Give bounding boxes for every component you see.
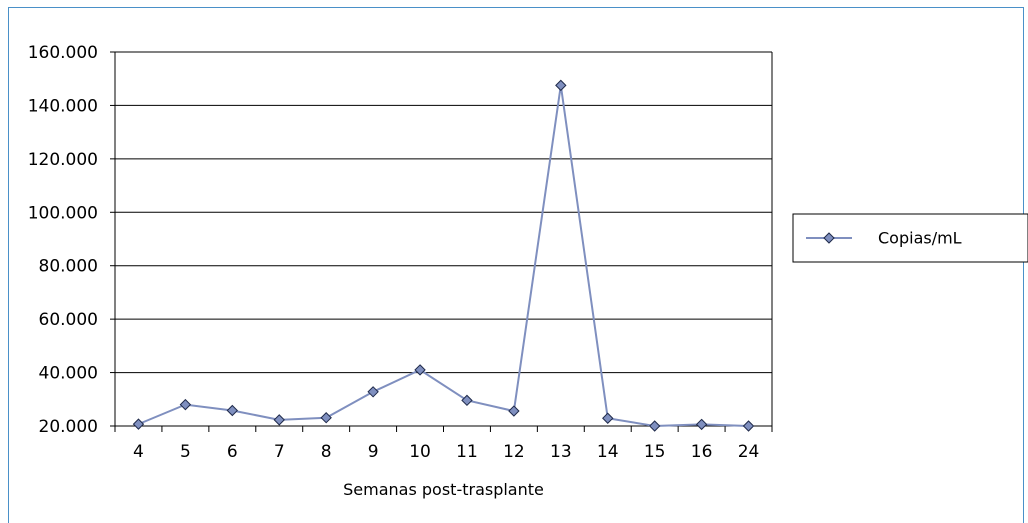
data-point <box>695 418 708 431</box>
y-tick-label: 40.000 <box>39 364 98 384</box>
x-tick-label: 16 <box>691 442 713 462</box>
y-tick-labels: 20.000 40.000 60.000 80.000 100.000 120.000 14… <box>28 43 98 437</box>
data-point <box>414 364 426 376</box>
x-tick-labels: 4 5 6 7 8 9 10 11 12 13 14 15 16 24 <box>133 442 759 462</box>
x-tick-label: 9 <box>368 442 379 462</box>
x-tick-label: 15 <box>644 442 666 462</box>
legend: Copias/mL <box>792 213 1028 263</box>
y-tick-label: 120.000 <box>28 150 98 170</box>
x-tick-label: 4 <box>133 442 144 462</box>
data-point <box>742 420 755 432</box>
y-tick-label: 20.000 <box>39 417 98 437</box>
data-point <box>648 420 661 432</box>
legend-marker <box>823 232 835 244</box>
x-tick-label: 24 <box>738 442 760 462</box>
x-tick-label: 13 <box>550 442 572 462</box>
series-copias <box>132 79 755 432</box>
data-point <box>132 418 145 430</box>
y-tick-label: 100.000 <box>28 203 98 223</box>
data-point <box>226 404 239 417</box>
y-tick-label: 140.000 <box>28 96 98 116</box>
data-point <box>179 398 192 411</box>
y-tick-label: 160.000 <box>28 43 98 63</box>
y-tick-label: 60.000 <box>39 310 98 330</box>
x-axis-label: Semanas post-trasplante <box>343 480 544 499</box>
x-tick-label: 11 <box>456 442 478 462</box>
x-tick-label: 7 <box>274 442 285 462</box>
y-tick-label: 80.000 <box>39 257 98 277</box>
chart-frame <box>8 7 1024 523</box>
x-tick-label: 8 <box>321 442 332 462</box>
data-point <box>461 394 473 407</box>
x-tick-label: 5 <box>180 442 191 462</box>
x-tick-label: 6 <box>227 442 238 462</box>
x-tick-label: 10 <box>409 442 431 462</box>
x-tick-label: 14 <box>597 442 619 462</box>
gridlines <box>115 51 772 427</box>
series-line <box>138 85 749 428</box>
data-point <box>602 412 614 424</box>
legend-label: Copias/mL <box>878 229 962 248</box>
x-tick-label: 12 <box>503 442 525 462</box>
data-point <box>367 386 379 398</box>
axes <box>110 51 773 432</box>
data-point <box>555 79 567 92</box>
data-point <box>508 405 520 417</box>
data-point <box>273 414 285 426</box>
data-point <box>320 412 332 424</box>
